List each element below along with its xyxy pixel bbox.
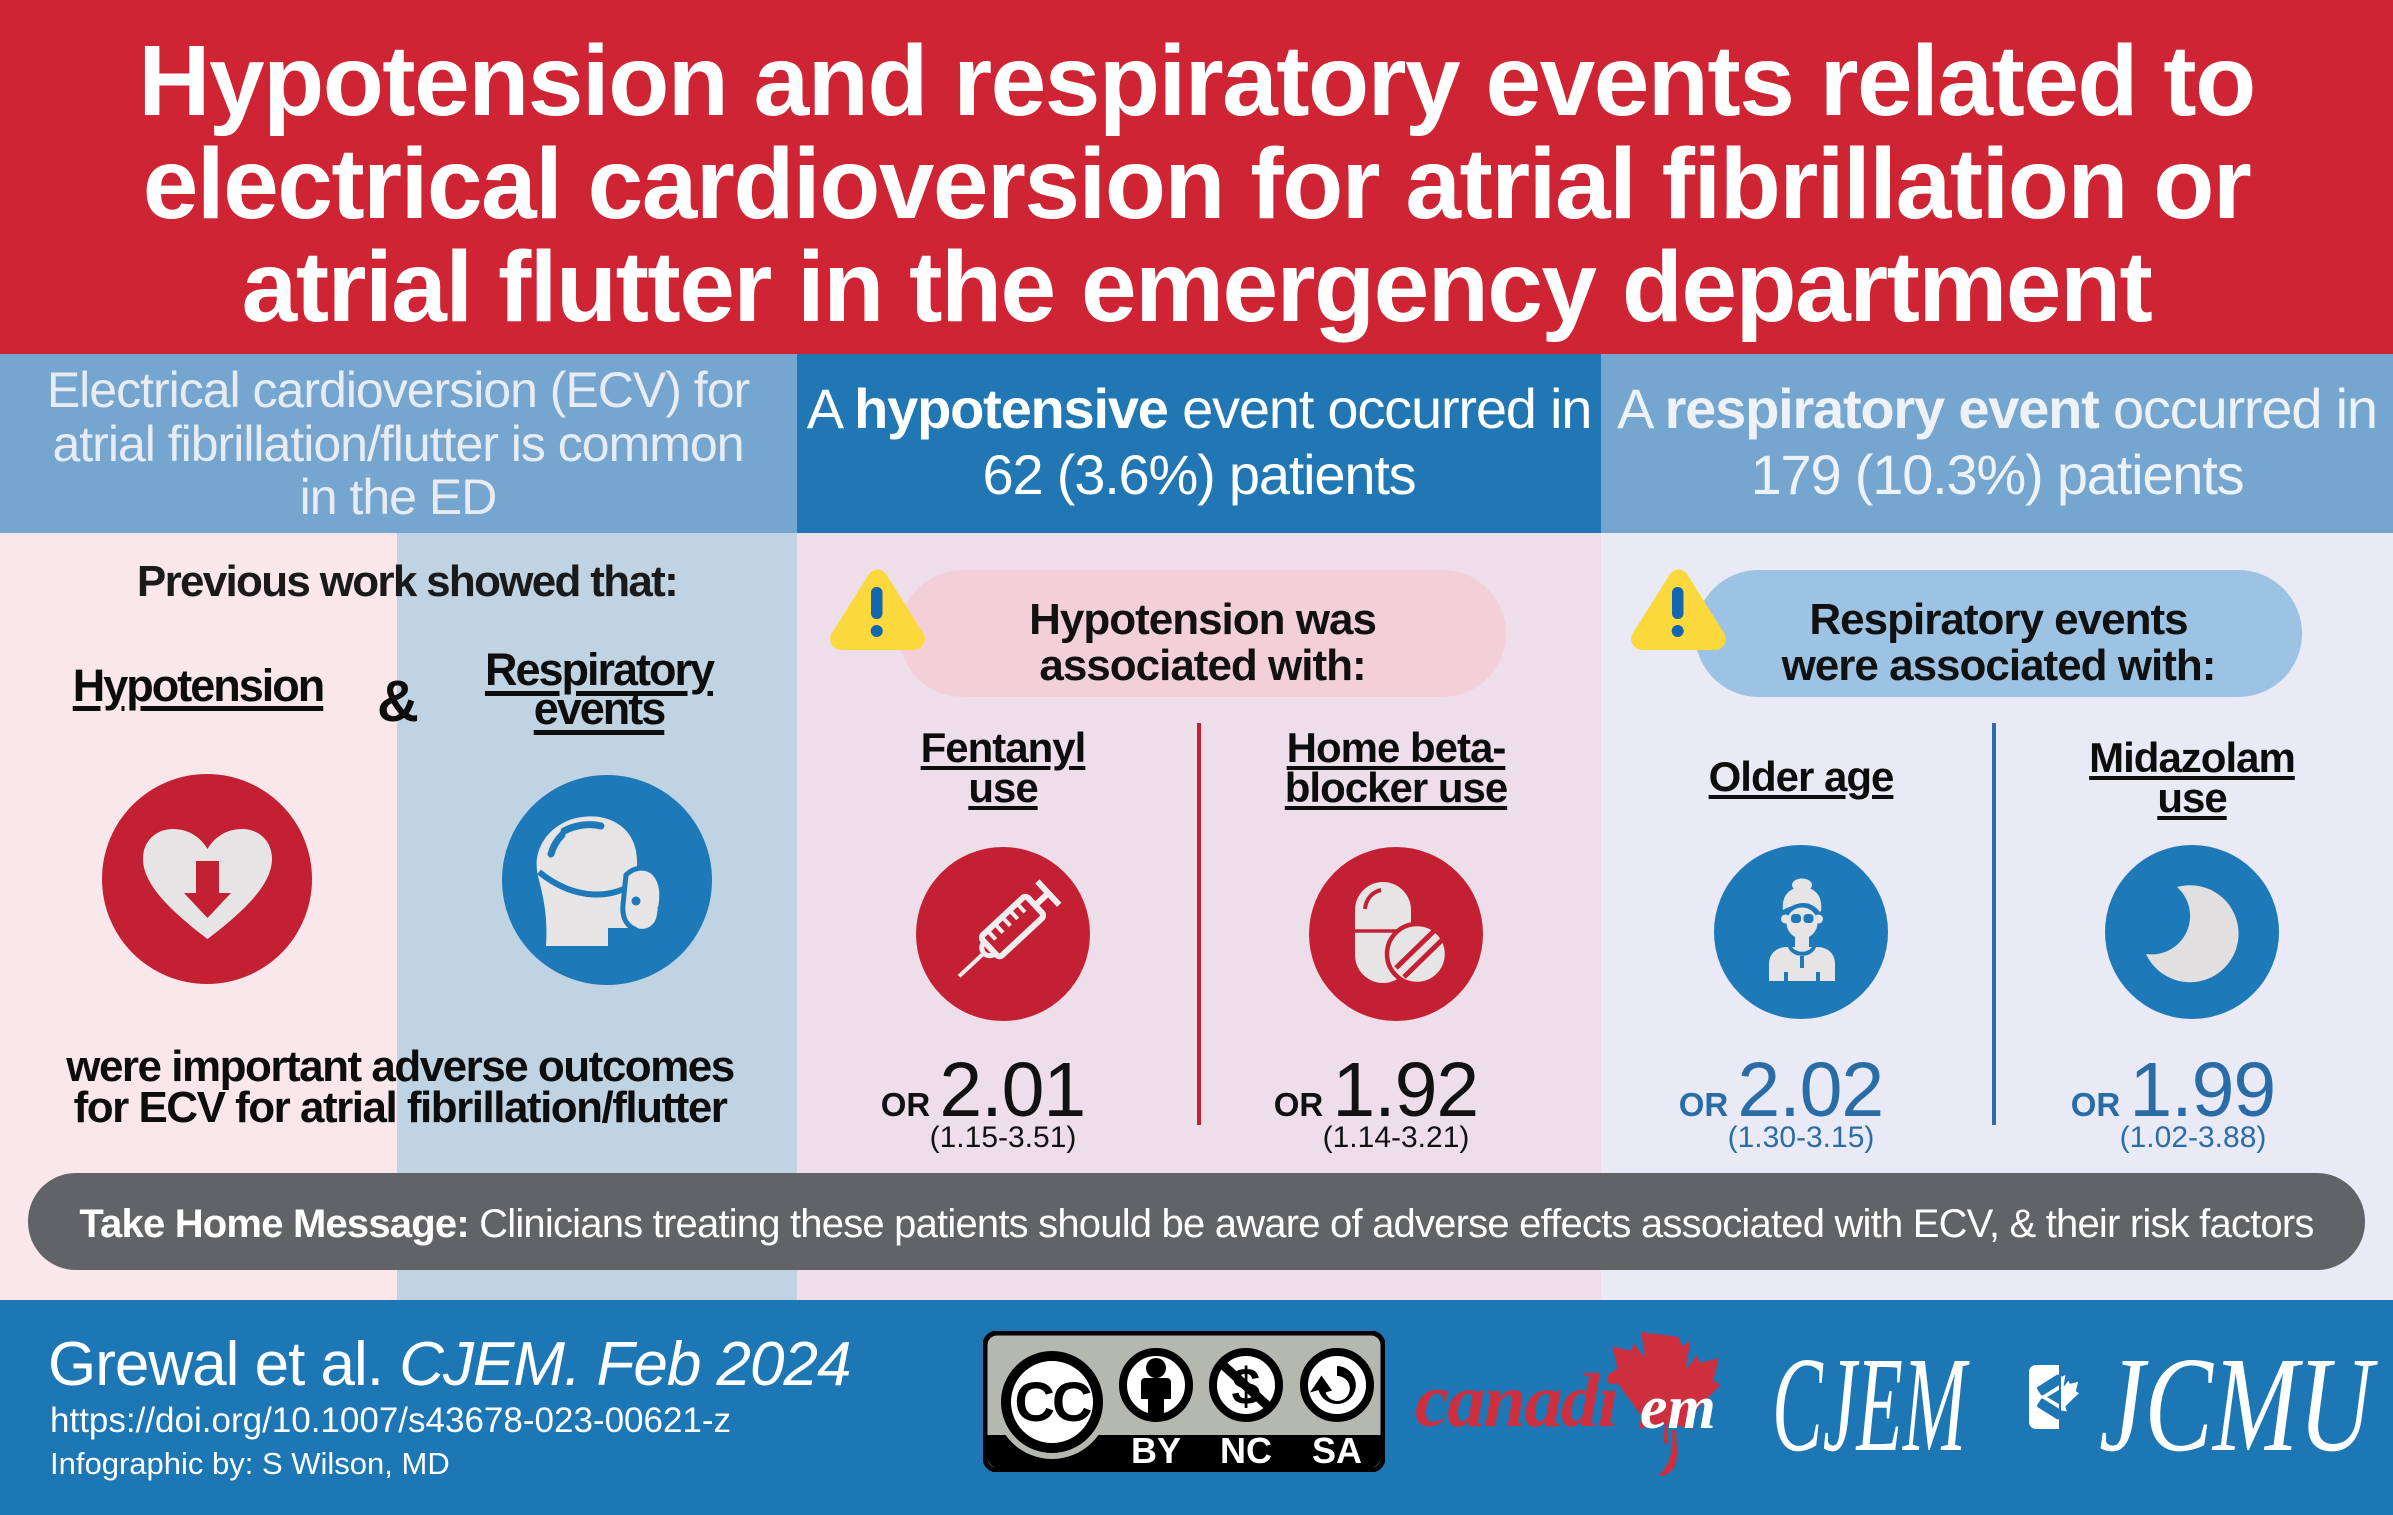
svg-text:CC: CC [1015, 1370, 1091, 1433]
svg-text:NC: NC [1220, 1430, 1272, 1471]
svg-text:SA: SA [1312, 1430, 1362, 1471]
svg-text:BY: BY [1131, 1430, 1181, 1471]
